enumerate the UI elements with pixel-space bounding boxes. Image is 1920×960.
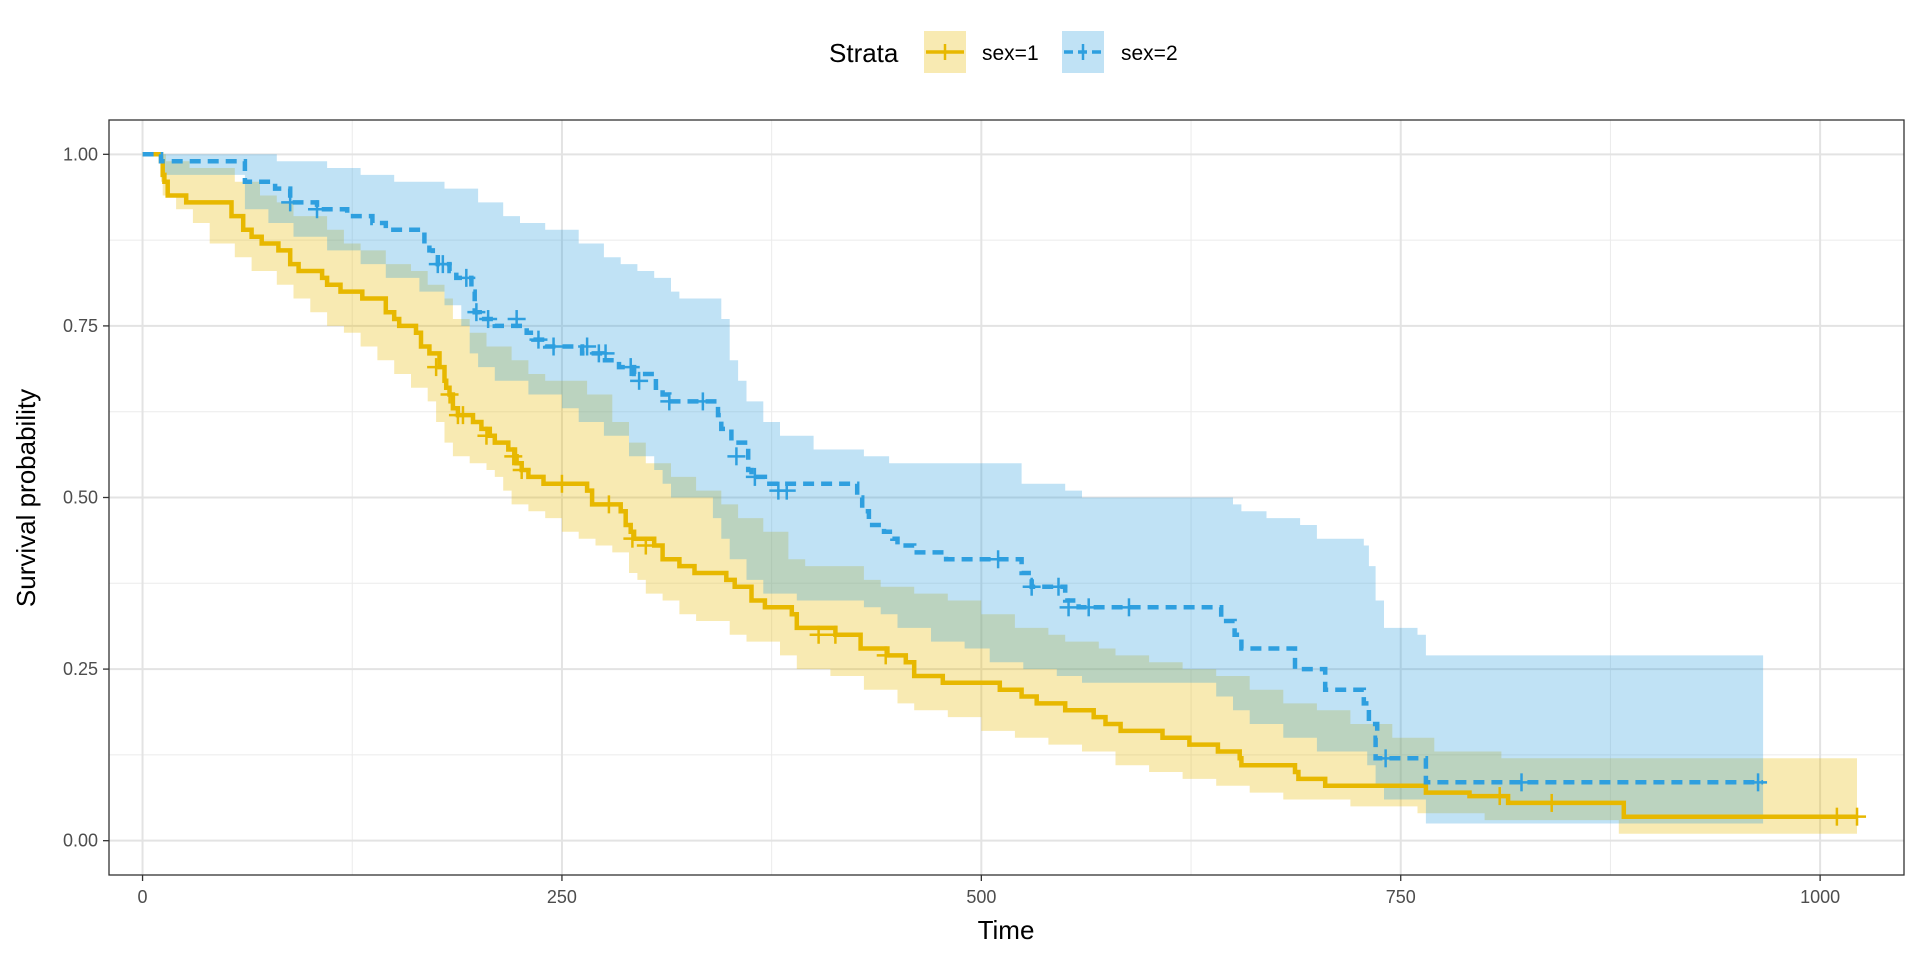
censor-mark-sex-2 — [433, 255, 452, 274]
censor-mark-sex-1 — [1490, 787, 1509, 806]
censor-mark-sex-2 — [467, 303, 486, 322]
censor-mark-sex-1 — [623, 529, 642, 548]
censor-mark-sex-1 — [876, 646, 895, 665]
censor-mark-sex-1 — [477, 426, 496, 445]
legend-label-sex-1: sex=1 — [982, 42, 1039, 65]
censor-mark-sex-2 — [1376, 749, 1395, 768]
ci-band-sex-1 — [142, 154, 1858, 834]
censor-mark-sex-2 — [693, 392, 712, 411]
censor-mark-sex-1 — [453, 406, 472, 425]
censor-mark-sex-2 — [1119, 598, 1138, 617]
censor-mark-sex-2 — [308, 200, 327, 219]
censor-mark-sex-1 — [636, 536, 655, 555]
y-axis: 0.00 0.25 0.50 0.75 1.00 — [63, 144, 109, 851]
censor-mark-sex-2 — [596, 344, 615, 363]
legend-item-sex-2: sex=2 — [1062, 31, 1178, 73]
censor-mark-sex-2 — [1049, 577, 1068, 596]
censor-mark-sex-1 — [599, 495, 618, 514]
censor-mark-sex-2 — [507, 310, 526, 329]
y-axis-title: Survival probability — [11, 389, 41, 607]
censor-mark-sex-1 — [427, 358, 446, 377]
censor-mark-sex-2 — [1079, 598, 1098, 617]
x-tick-label: 750 — [1386, 887, 1416, 907]
censor-mark-sex-2 — [578, 337, 597, 356]
x-axis: 0 250 500 750 1000 — [138, 875, 1840, 907]
censor-mark-sex-2 — [727, 447, 746, 466]
censor-mark-sex-2 — [1512, 773, 1531, 792]
y-tick-label: 1.00 — [63, 144, 98, 164]
censor-mark-sex-1 — [440, 385, 459, 404]
ci-band-sex-2 — [142, 154, 1764, 824]
censor-mark-sex-2 — [745, 467, 764, 486]
censor-mark-sex-2 — [660, 392, 679, 411]
legend-item-sex-1: sex=1 — [924, 31, 1039, 73]
censor-mark-sex-1 — [1848, 807, 1867, 826]
censor-mark-sex-1 — [504, 447, 523, 466]
x-tick-label: 0 — [138, 887, 148, 907]
censor-mark-sex-2 — [989, 550, 1008, 569]
censor-mark-sex-2 — [281, 193, 300, 212]
y-tick-label: 0.25 — [63, 659, 98, 679]
censor-mark-sex-2 — [1059, 598, 1078, 617]
legend-label-sex-2: sex=2 — [1121, 42, 1178, 65]
censor-mark-sex-1 — [809, 625, 828, 644]
censor-mark-sex-2 — [1749, 773, 1768, 792]
censor-mark-sex-2 — [621, 358, 640, 377]
censor-mark-sex-1 — [1827, 807, 1846, 826]
x-axis-title: Time — [978, 915, 1035, 945]
censor-mark-sex-2 — [544, 337, 563, 356]
legend: Strata sex=1 sex=2 — [829, 31, 1178, 73]
legend-title: Strata — [829, 38, 899, 68]
censor-mark-sex-1 — [512, 461, 531, 480]
x-tick-label: 1000 — [1800, 887, 1840, 907]
y-tick-label: 0.00 — [63, 831, 98, 851]
survival-curves — [142, 152, 1857, 819]
x-tick-label: 250 — [547, 887, 577, 907]
censor-mark-sex-2 — [1022, 577, 1041, 596]
censor-marks — [281, 193, 1867, 826]
censor-mark-sex-2 — [777, 481, 796, 500]
censor-mark-sex-1 — [826, 625, 845, 644]
censor-mark-sex-2 — [457, 268, 476, 287]
confidence-bands — [142, 154, 1858, 834]
censor-mark-sex-1 — [552, 474, 571, 493]
grid-major — [109, 120, 1904, 875]
survival-line-sex-1 — [142, 152, 1857, 819]
censor-mark-sex-2 — [529, 330, 548, 349]
censor-mark-sex-1 — [1542, 793, 1561, 812]
y-tick-label: 0.75 — [63, 316, 98, 336]
x-tick-label: 500 — [966, 887, 996, 907]
censor-mark-sex-2 — [479, 310, 498, 329]
censor-mark-sex-2 — [630, 371, 649, 390]
y-tick-label: 0.50 — [63, 488, 98, 508]
